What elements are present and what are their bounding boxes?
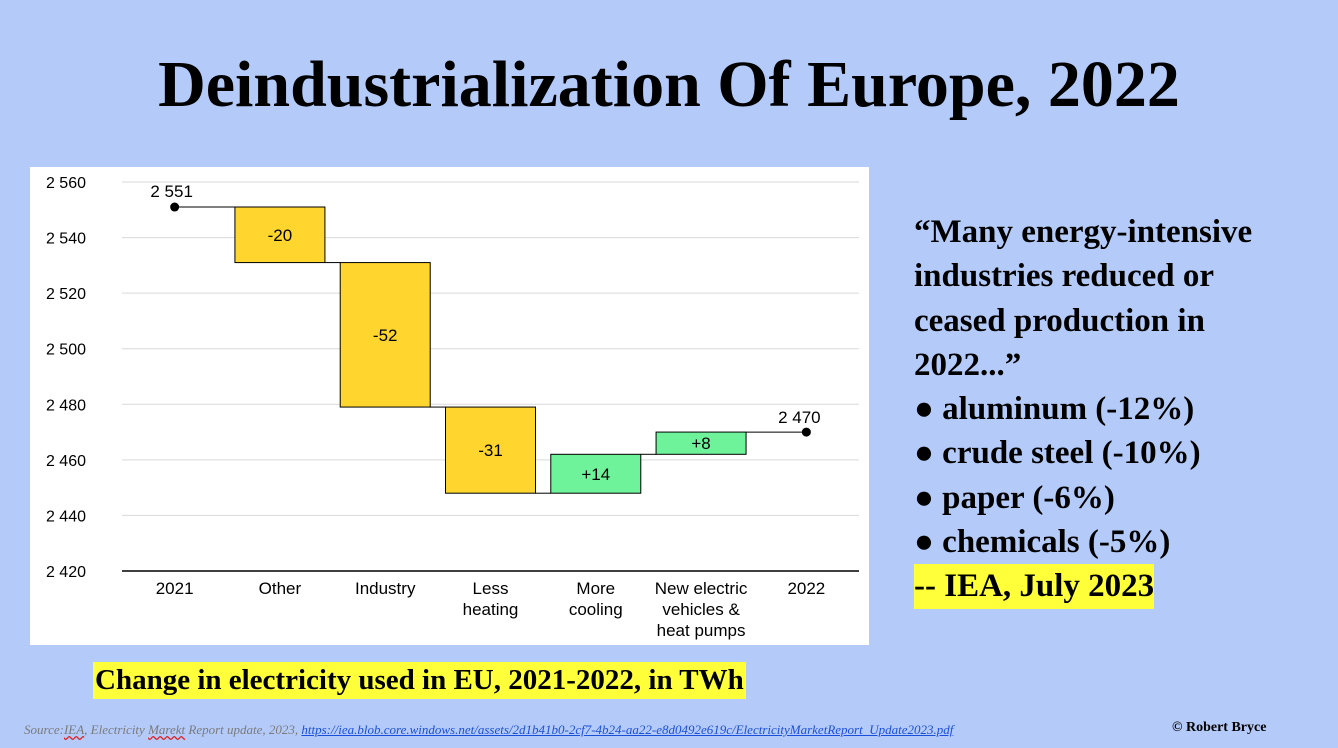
quote-line: industries reduced or (914, 258, 1215, 295)
source-misspelled-word: Marekt (148, 722, 186, 737)
end-marker (801, 427, 811, 437)
bar-value-label: +14 (581, 465, 610, 484)
copyright: © Robert Bryce (1172, 720, 1267, 735)
quote-line: “Many energy-intensive (914, 214, 1253, 250)
x-tick-label: Industry (355, 579, 416, 598)
y-tick-label: 2 500 (46, 342, 86, 359)
page-title: Deindustrialization Of Europe, 2022 (158, 48, 1180, 121)
bar-value-label: -52 (373, 326, 398, 345)
source-text-rest: Report update, 2023, (185, 722, 302, 737)
x-tick-label: 2022 (787, 579, 825, 598)
quote-line: 2022...” (914, 346, 1022, 383)
y-tick-label: 2 540 (46, 231, 86, 248)
y-tick-label: 2 460 (46, 453, 86, 470)
chart-caption: Change in electricity used in EU, 2021-2… (93, 662, 746, 699)
x-tick-label: heating (463, 600, 519, 619)
waterfall-bar (655, 431, 747, 455)
source-text: , Electricity (84, 722, 149, 737)
end-value-label: 2 470 (778, 408, 821, 427)
y-tick-label: 2 420 (46, 564, 86, 581)
y-tick-label: 2 560 (46, 175, 86, 192)
y-tick-label: 2 440 (46, 508, 86, 525)
bar-value-label: -31 (478, 441, 503, 460)
source-link[interactable]: https://iea.blob.core.windows.net/assets… (301, 722, 954, 737)
quote-line: ceased production in (914, 302, 1205, 339)
start-marker (170, 202, 180, 212)
y-tick-label: 2 520 (46, 286, 86, 303)
waterfall-chart-panel: 2 420 2 440 2 460 2 480 2 500 2 520 2 540 2 560… (30, 167, 869, 645)
bullet-paper: ● paper (-6%) (914, 479, 1115, 516)
x-tick-label: Less (473, 579, 509, 598)
bar-value-label: +8 (691, 434, 710, 453)
x-tick-label: Other (259, 579, 302, 598)
x-tick-label: New electric (655, 579, 748, 598)
bar-value-label: -20 (268, 226, 293, 245)
waterfall-chart: 2 420 2 440 2 460 2 480 2 500 2 520 2 540 2 560… (46, 175, 859, 640)
quote-attribution: -- IEA, July 2023 (914, 564, 1155, 609)
waterfall-bar (550, 453, 642, 494)
source-prefix: Source: (24, 722, 64, 737)
x-tick-label: 2021 (156, 579, 194, 598)
y-tick-label: 2 480 (46, 397, 86, 414)
x-tick-label: More (576, 579, 615, 598)
waterfall-bar (234, 206, 326, 264)
x-tick-label: cooling (569, 600, 623, 619)
bullet-crude-steel: ● crude steel (-10%) (914, 435, 1201, 472)
bullet-aluminum: ● aluminum (-12%) (914, 391, 1195, 428)
waterfall-bar (339, 262, 431, 408)
source-org: IEA (63, 722, 85, 737)
x-tick-label: vehicles & (662, 600, 740, 619)
source-note: Source:IEA, Electricity Marekt Report up… (24, 722, 953, 738)
waterfall-bar (445, 406, 536, 494)
x-tick-label: heat pumps (657, 621, 746, 640)
start-value-label: 2 551 (150, 182, 193, 201)
bullet-chemicals: ● chemicals (-5%) (914, 524, 1171, 561)
quote-block: “Many energy-intensive industries reduce… (914, 210, 1324, 609)
